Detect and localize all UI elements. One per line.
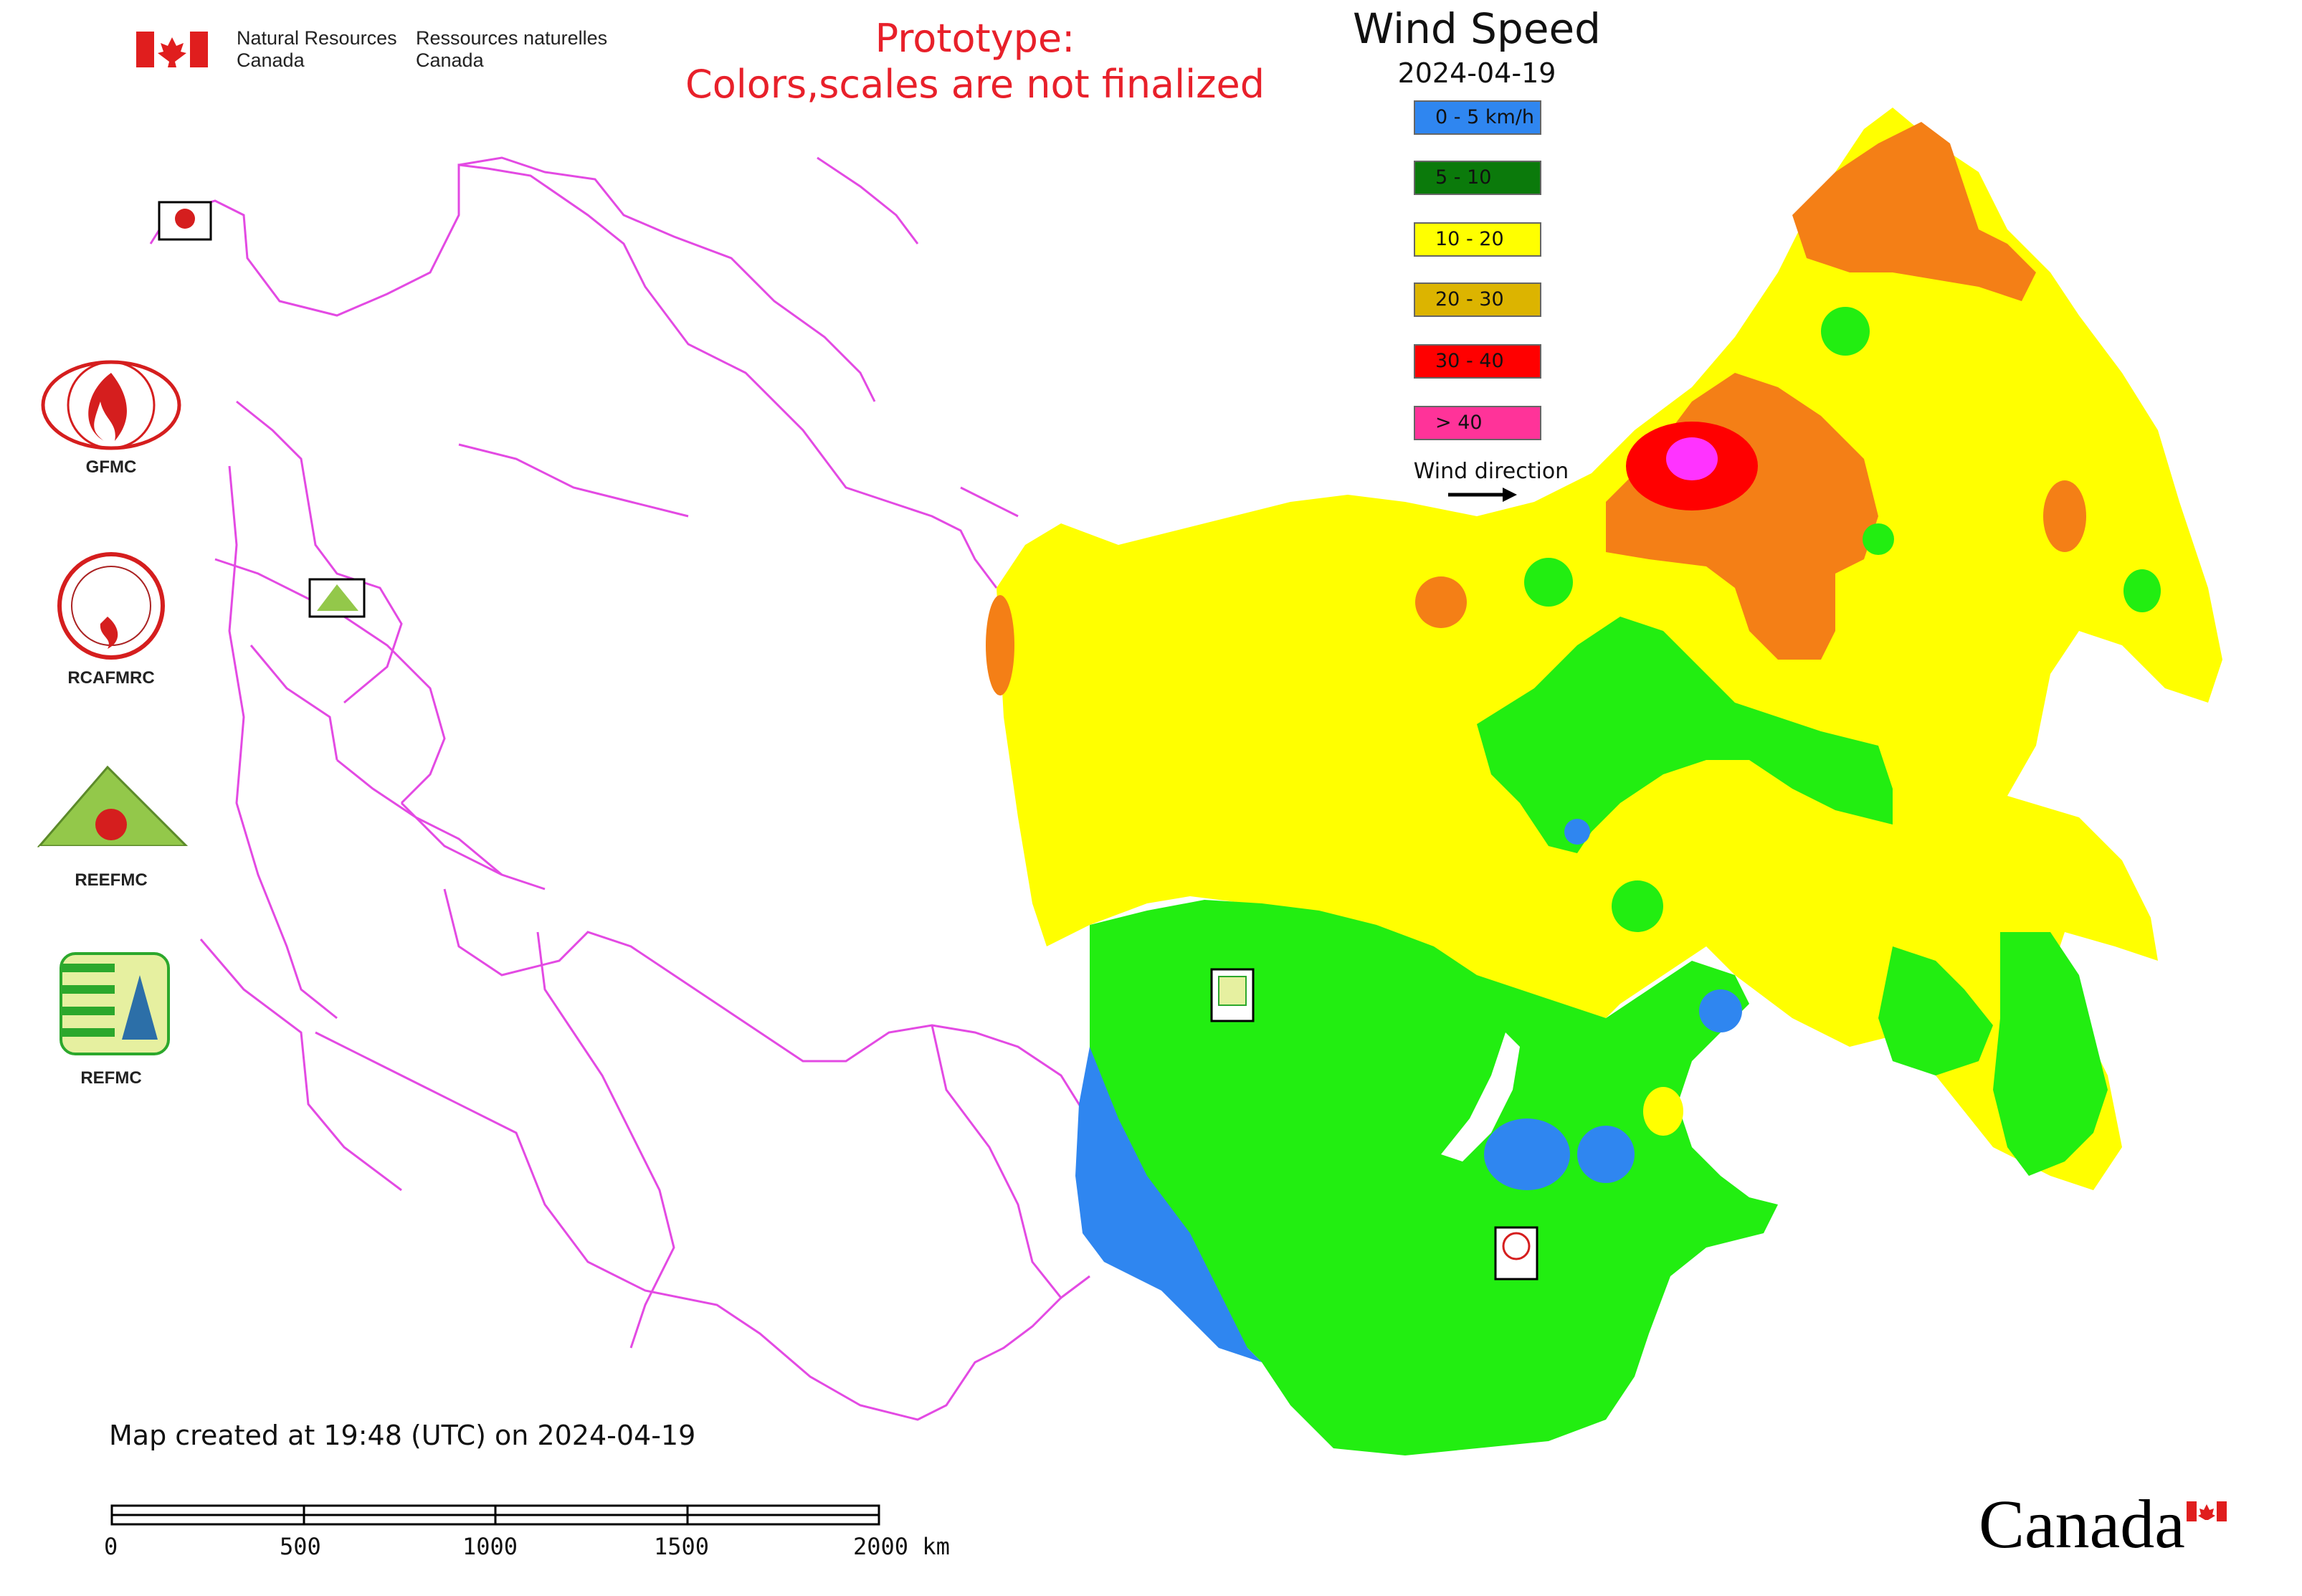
region-orange-ne [1792,122,2036,301]
prototype-notice-line2: Colors,scales are not finalized [685,62,1265,107]
canada-flag-header [136,32,208,67]
wind-direction-arrow [1448,488,1517,502]
gfmc-label: GFMC [85,457,137,477]
rcafmrc-label: RCAFMRC [67,668,155,688]
org-name-fr-line2: Canada [416,49,484,71]
legend-label: > 40 [1435,412,1483,434]
scale-label-1500: 1500 [654,1533,710,1560]
legend-item-20-30: 20 - 30 [1414,282,1541,317]
reefmc-logo [37,765,190,865]
wind-direction-label: Wind direction [1413,459,1569,484]
wind-field [986,108,2222,1455]
legend-item-over-40: > 40 [1414,406,1541,440]
refmc-logo [60,952,170,1055]
map-marker-refmc[interactable] [1210,968,1255,1022]
scale-label-0: 0 [104,1533,118,1560]
legend-label: 30 - 40 [1435,350,1504,372]
legend-label: 20 - 30 [1435,288,1504,310]
region-green-south [1090,900,1778,1455]
legend-item-30-40: 30 - 40 [1414,344,1541,379]
map-marker-reefmc[interactable] [308,578,366,618]
map-title: Wind Speed [1352,4,1602,53]
canada-wordmark: Canada [1979,1486,2185,1562]
scale-label-2000: 2000 km [853,1533,950,1560]
scale-label-1000: 1000 [462,1533,518,1560]
country-boundaries [149,156,1098,1421]
legend-item-10-20: 10 - 20 [1414,222,1541,257]
map-marker-gfmc[interactable] [158,201,212,241]
org-name-en: Natural Resources Canada [237,27,397,72]
scale-label-500: 500 [280,1533,321,1560]
gfmc-logo [41,360,181,450]
prototype-notice: Prototype: Colors,scales are not finaliz… [645,16,1305,108]
region-magenta [1666,437,1718,480]
map-created-timestamp: Map created at 19:48 (UTC) on 2024-04-19 [109,1420,696,1451]
org-name-fr: Ressources naturelles Canada [416,27,607,72]
legend-label: 10 - 20 [1435,228,1504,250]
org-name-en-line2: Canada [237,49,305,71]
legend-label: 5 - 10 [1435,166,1492,189]
region-green-central [1477,617,1893,853]
canada-wordmark-flag [2187,1501,2227,1521]
org-name-fr-line1: Ressources naturelles [416,27,608,49]
reefmc-label: REEFMC [75,870,148,890]
legend-label: 0 - 5 km/h [1435,106,1534,128]
org-name-en-line1: Natural Resources [237,27,397,49]
scale-bar [110,1504,880,1526]
map-marker-rcafmrc[interactable] [1494,1226,1538,1281]
legend-item-5-10: 5 - 10 [1414,161,1541,195]
prototype-notice-line1: Prototype: [875,16,1075,61]
region-blue-west [1075,1047,1262,1362]
refmc-label: REFMC [80,1068,142,1088]
rcafmrc-logo [57,552,165,660]
map-date: 2024-04-19 [1397,57,1556,89]
legend-item-0-5: 0 - 5 km/h [1414,100,1541,135]
